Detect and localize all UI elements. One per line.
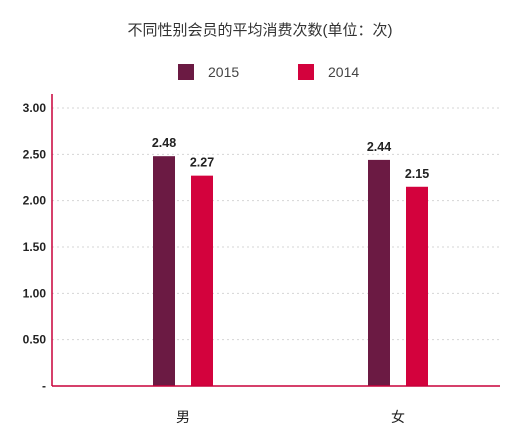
y-tick-label: 3.00 — [23, 101, 47, 115]
data-label-2014-1: 2.15 — [405, 167, 429, 181]
legend-swatch-2014 — [298, 64, 314, 80]
legend-swatch-2015 — [178, 64, 194, 80]
chart-title: 不同性别会员的平均消费次数(单位：次) — [128, 22, 393, 39]
y-tick-label: 1.50 — [23, 240, 47, 254]
bar-2015-0 — [153, 156, 175, 386]
y-tick-label: 2.00 — [23, 194, 47, 208]
data-label-2015-1: 2.44 — [367, 140, 391, 154]
y-tick-label: 0.50 — [23, 333, 47, 347]
y-tick-label: - — [42, 379, 46, 393]
x-category-label: 男 — [176, 409, 190, 425]
x-axis: 男女 — [52, 385, 500, 425]
data-label-2015-0: 2.48 — [152, 136, 176, 150]
gridlines — [52, 107, 500, 341]
x-category-label: 女 — [391, 409, 405, 425]
legend-label-2015: 2015 — [208, 64, 239, 80]
bar-2014-0 — [191, 175, 213, 386]
data-label-2014-0: 2.27 — [190, 156, 214, 170]
legend: 2015 2014 — [178, 64, 359, 80]
legend-label-2014: 2014 — [328, 64, 359, 80]
y-tick-label: 2.50 — [23, 147, 47, 161]
bar-2015-1 — [368, 159, 390, 386]
y-axis: - 0.50 1.00 1.50 2.00 2.50 3.00 — [23, 94, 53, 393]
bars: 2.48 2.27 2.44 2.15 — [152, 136, 429, 386]
bar-2014-1 — [406, 186, 428, 386]
y-tick-label: 1.00 — [23, 286, 47, 300]
